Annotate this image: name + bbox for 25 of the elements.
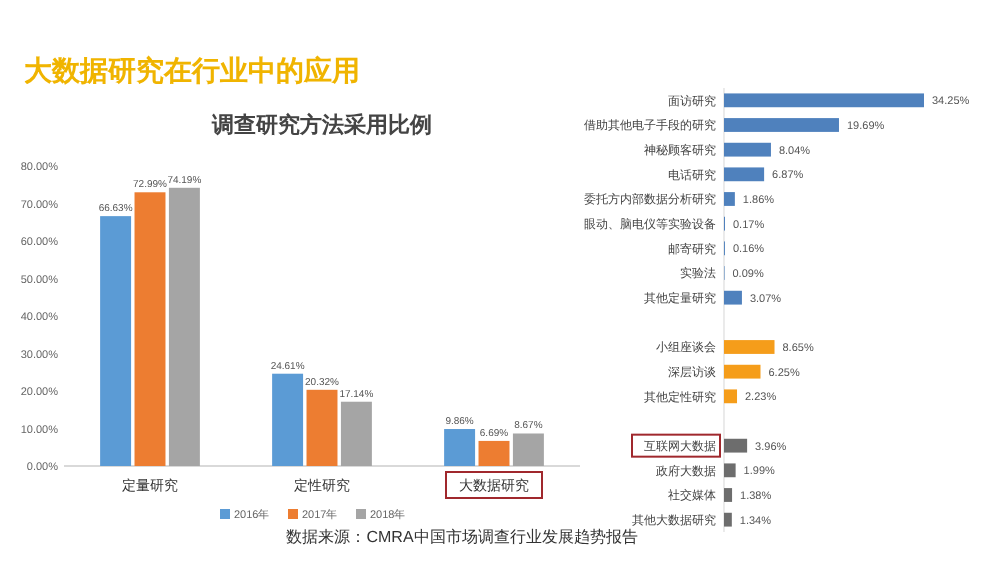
bar [724, 142, 771, 157]
bar [272, 373, 304, 466]
bar [724, 340, 775, 354]
source-note: 数据来源：CMRA中国市场调查行业发展趋势报告 [286, 528, 638, 546]
bar [478, 440, 510, 466]
bar [724, 463, 736, 478]
bar [724, 290, 742, 305]
bar [724, 167, 765, 182]
chart-subtitle: 调查研究方法采用比例 [210, 112, 432, 138]
chart-title: 大数据研究在行业中的应用 [24, 54, 360, 86]
bar [306, 389, 338, 466]
bar [134, 192, 166, 466]
bar [724, 192, 735, 206]
bar [724, 488, 733, 502]
bar [444, 429, 476, 466]
bar [724, 389, 738, 404]
bar [100, 216, 132, 466]
bar [512, 433, 544, 466]
bar [724, 364, 761, 379]
bar [724, 118, 839, 132]
bar [724, 93, 924, 108]
bar [724, 438, 748, 453]
bar [724, 512, 732, 527]
bar [340, 401, 372, 466]
bar [168, 187, 200, 466]
